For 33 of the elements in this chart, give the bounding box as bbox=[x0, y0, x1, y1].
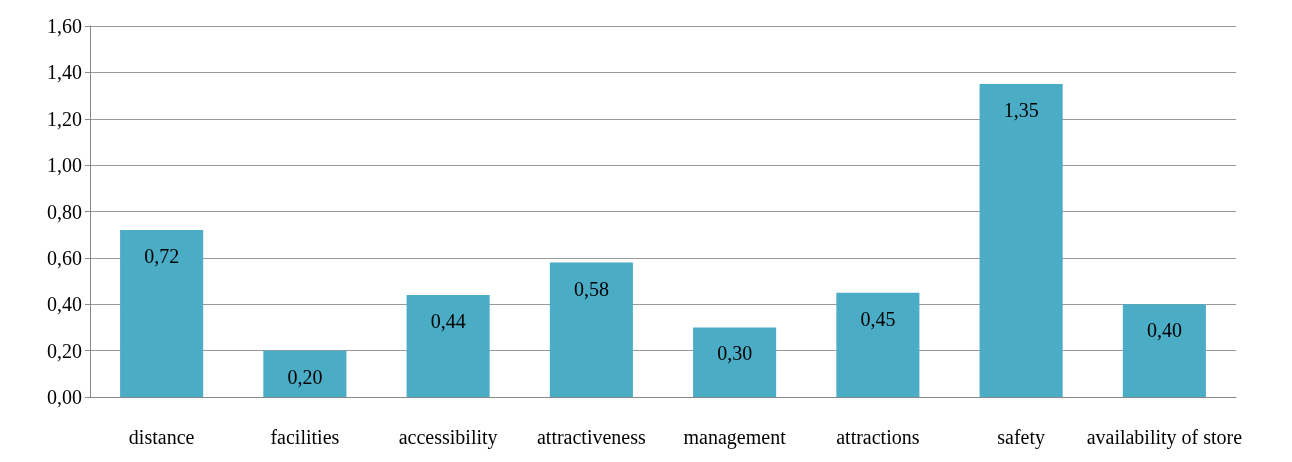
data-label: 0,45 bbox=[860, 307, 896, 330]
x-tick-label: accessibility bbox=[398, 426, 498, 449]
data-label: 0,72 bbox=[144, 245, 180, 268]
bar bbox=[836, 292, 920, 397]
x-tick-label: attractions bbox=[836, 426, 920, 448]
data-label: 0,30 bbox=[717, 342, 753, 365]
data-label: 1,35 bbox=[1003, 98, 1039, 121]
bar bbox=[979, 83, 1063, 397]
x-tick-label: availability of store bbox=[1086, 426, 1243, 449]
bar bbox=[406, 294, 490, 397]
bar bbox=[693, 327, 777, 397]
y-tick-label: 1,00 bbox=[47, 154, 82, 177]
bar bbox=[263, 350, 347, 397]
bar bbox=[549, 262, 633, 397]
data-label: 0,20 bbox=[287, 365, 323, 388]
data-label: 0,44 bbox=[430, 309, 466, 332]
y-tick-label: 0,00 bbox=[47, 386, 82, 408]
x-tick-label: attractiveness bbox=[536, 426, 647, 448]
bar bbox=[1122, 304, 1206, 397]
x-tick-label: distance bbox=[128, 426, 195, 448]
y-tick-label: 0,40 bbox=[47, 293, 82, 316]
x-tick-label: management bbox=[683, 426, 787, 449]
bar bbox=[120, 230, 204, 397]
y-tick-label: 0,60 bbox=[47, 246, 82, 269]
data-label: 0,40 bbox=[1146, 319, 1182, 342]
y-tick-label: 1,60 bbox=[47, 15, 82, 37]
y-tick-label: 0,20 bbox=[47, 339, 82, 362]
x-tick-label: facilities bbox=[270, 426, 340, 448]
y-tick-label: 0,80 bbox=[47, 200, 82, 223]
y-tick-label: 1,20 bbox=[47, 107, 82, 130]
data-label: 0,58 bbox=[573, 277, 609, 300]
x-tick-label: safety bbox=[997, 426, 1046, 449]
y-tick-label: 1,40 bbox=[47, 61, 82, 84]
